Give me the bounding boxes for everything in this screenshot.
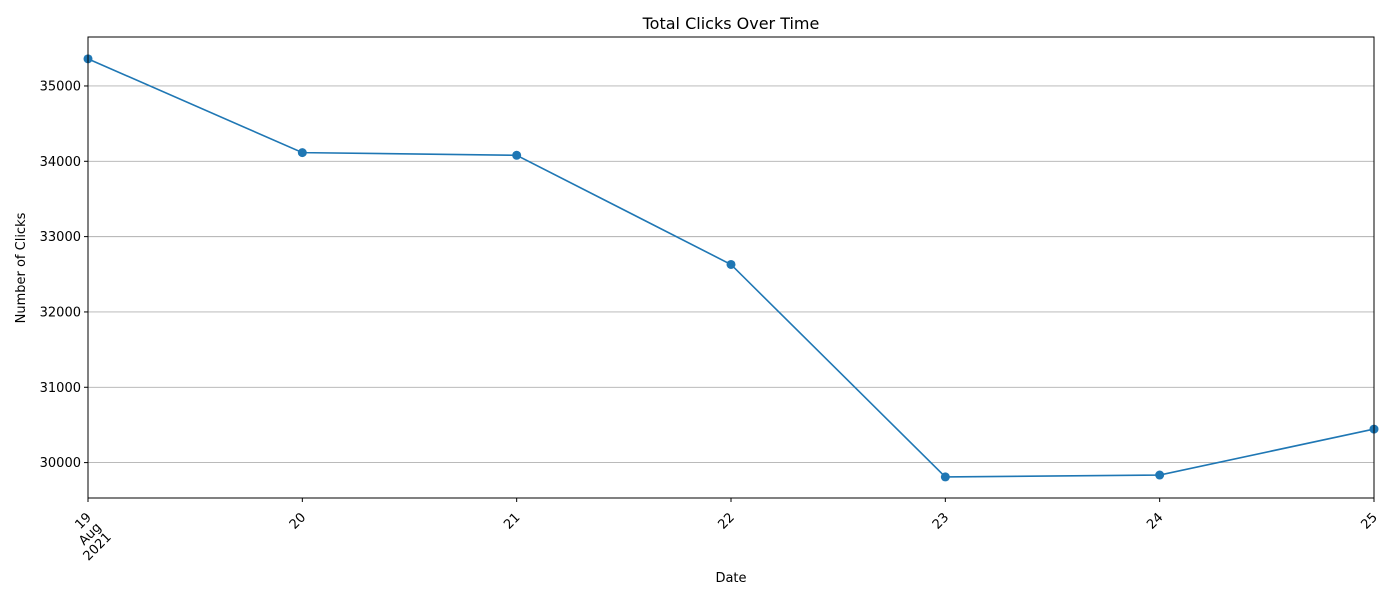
data-point [1155, 470, 1165, 480]
x-tick-label: 23 [930, 510, 952, 532]
y-tick-label: 30000 [40, 456, 81, 471]
chart-title: Total Clicks Over Time [642, 14, 820, 33]
x-axis-ticks: 19Aug2021 20 21 22 23 24 25 [61, 498, 1381, 564]
data-point [726, 259, 736, 269]
x-tick-label-line: 23 [930, 510, 952, 532]
x-axis-label: Date [715, 571, 746, 586]
y-axis-label: Number of Clicks [14, 212, 29, 323]
gridlines [88, 85, 1374, 464]
data-point [940, 472, 950, 482]
x-tick-label: 21 [501, 510, 523, 532]
y-tick-label: 31000 [40, 381, 81, 396]
y-tick-label: 32000 [40, 305, 81, 320]
x-tick-label-line: 20 [287, 510, 309, 532]
x-tick-label: 25 [1359, 510, 1381, 532]
y-tick-label: 33000 [40, 230, 81, 245]
x-tick-label-line: 25 [1359, 510, 1381, 532]
x-tick-label-line: 24 [1144, 510, 1166, 532]
x-tick-label-line: 22 [716, 510, 738, 532]
x-tick-label: 22 [716, 510, 738, 532]
data-point [512, 150, 522, 160]
x-tick-label: 24 [1144, 510, 1166, 532]
y-axis-ticks: 30000 31000 32000 33000 34000 35000 [40, 79, 88, 471]
x-tick-label: 19Aug2021 [61, 510, 115, 564]
y-tick-label: 35000 [40, 79, 81, 94]
x-tick-label: 20 [287, 510, 309, 532]
series-layer [83, 54, 1379, 482]
data-point [297, 148, 307, 158]
x-tick-label-line: 21 [501, 510, 523, 532]
y-tick-label: 34000 [40, 155, 81, 170]
